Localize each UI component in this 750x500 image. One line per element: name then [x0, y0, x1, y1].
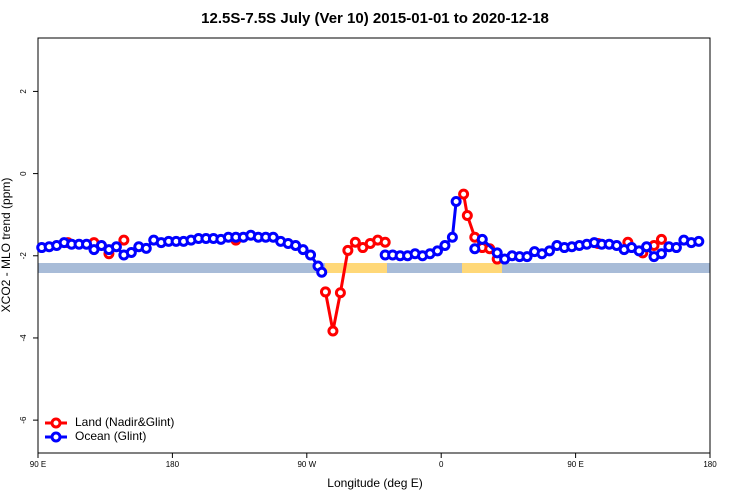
- x-tick-label: 180: [166, 460, 180, 469]
- x-tick-label: 90 E: [30, 460, 46, 469]
- legend-marker: [50, 431, 62, 443]
- point: [693, 235, 705, 247]
- y-tick-label: -2: [19, 252, 28, 260]
- land-strip: [462, 263, 502, 273]
- y-tick-label: -4: [19, 334, 28, 342]
- point: [140, 242, 152, 254]
- legend-label: Ocean (Glint): [75, 429, 146, 443]
- x-tick-label: 90 W: [297, 460, 316, 469]
- point: [521, 251, 533, 263]
- point: [81, 238, 93, 250]
- point: [342, 244, 354, 256]
- y-tick-label: 2: [19, 89, 28, 94]
- surface-strip: [38, 263, 710, 273]
- point: [655, 233, 667, 245]
- point: [461, 210, 473, 222]
- point: [641, 241, 653, 253]
- point: [670, 242, 682, 254]
- y-tick-label: 0: [19, 171, 28, 176]
- legend-label: Land (Nadir&Glint): [75, 415, 174, 429]
- point: [476, 233, 488, 245]
- point: [450, 196, 462, 208]
- point: [327, 325, 339, 337]
- point: [334, 287, 346, 299]
- y-axis-label: XCO2 - MLO trend (ppm): [0, 178, 13, 313]
- point: [655, 248, 667, 260]
- point: [379, 236, 391, 248]
- land-strip: [325, 263, 387, 273]
- point: [349, 236, 361, 248]
- legend-marker: [50, 417, 62, 429]
- point: [543, 245, 555, 257]
- point: [297, 244, 309, 256]
- point: [319, 286, 331, 298]
- x-tick-label: 0: [439, 460, 444, 469]
- point: [125, 246, 137, 258]
- point: [431, 245, 443, 257]
- point: [316, 266, 328, 278]
- point: [469, 243, 481, 255]
- point: [439, 240, 451, 251]
- point: [458, 188, 470, 200]
- point: [491, 247, 503, 259]
- point: [305, 249, 317, 261]
- x-axis-label: Longitude (deg E): [327, 476, 422, 490]
- series-line: [41, 201, 700, 273]
- chart-title: 12.5S-7.5S July (Ver 10) 2015-01-01 to 2…: [201, 10, 549, 27]
- point: [110, 241, 122, 253]
- x-tick-label: 90 E: [567, 460, 583, 469]
- x-tick-label: 180: [703, 460, 717, 469]
- point: [446, 231, 458, 243]
- point: [118, 234, 130, 246]
- y-tick-label: -6: [19, 416, 28, 424]
